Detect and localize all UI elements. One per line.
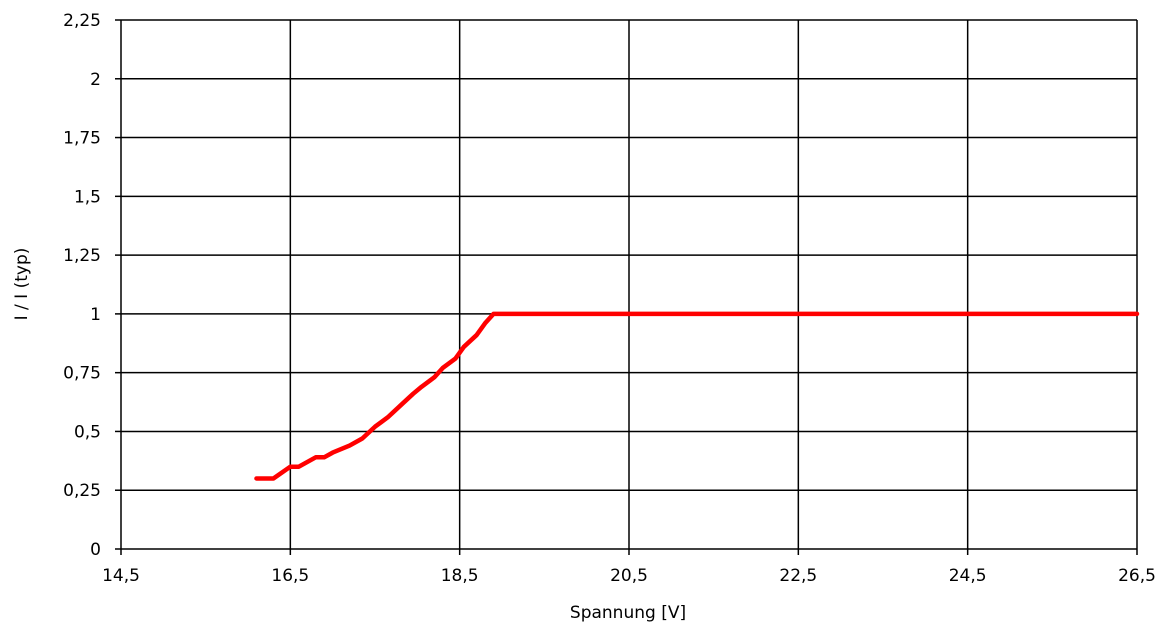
y-tick-label: 2,25 [63,11,101,31]
series-line [254,311,1140,481]
chart-grid [115,19,1138,555]
series-layer [254,311,1140,481]
y-tick-label: 1,5 [74,187,101,207]
x-axis-title: Spannung [V] [570,603,686,623]
y-tick-labels: 0 0,25 0,5 0,75 1 1,25 1,5 1,75 2 2,25 [63,11,101,560]
y-tick-label: 2 [90,70,101,90]
x-tick-label: 18,5 [441,566,479,586]
y-tick-label: 0,5 [74,422,101,442]
y-axis-title: I / I (typ) [12,248,32,321]
x-tick-label: 22,5 [779,566,817,586]
x-tick-label: 16,5 [271,566,309,586]
x-tick-label: 24,5 [949,566,987,586]
x-tick-label: 26,5 [1118,566,1156,586]
y-tick-label: 0 [90,540,101,560]
y-tick-label: 1 [90,305,101,325]
y-tick-label: 1,25 [63,246,101,266]
y-tick-label: 0,25 [63,481,101,501]
x-tick-label: 14,5 [102,566,140,586]
y-tick-label: 1,75 [63,129,101,149]
x-tick-labels: 14,5 16,5 18,5 20,5 22,5 24,5 26,5 [102,566,1156,586]
x-tick-label: 20,5 [610,566,648,586]
y-tick-label: 0,75 [63,364,101,384]
